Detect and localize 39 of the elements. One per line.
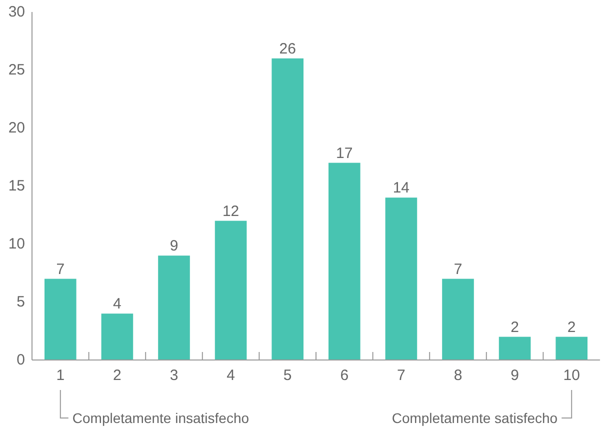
- x-tick-label: 3: [170, 367, 178, 384]
- data-label: 14: [392, 180, 410, 197]
- x-tick-label: 5: [283, 367, 292, 384]
- x-tick-label: 1: [56, 367, 65, 384]
- x-tick-label: 6: [340, 367, 349, 384]
- y-tick-label: 0: [16, 352, 25, 368]
- data-label: 12: [222, 202, 240, 220]
- bar: [442, 278, 474, 360]
- y-tick-label: 5: [16, 294, 25, 310]
- bar: [214, 220, 247, 360]
- x-tick-label: 7: [397, 367, 406, 384]
- bar: [272, 58, 304, 360]
- data-label: 26: [279, 40, 296, 58]
- bar: [328, 162, 360, 360]
- x-tick-label: 8: [454, 367, 462, 384]
- text: Completamente insatisfecho: [72, 410, 250, 426]
- bar: [385, 198, 418, 360]
- data-label: 7: [56, 260, 65, 278]
- bar: [101, 314, 134, 360]
- data-label: 9: [170, 238, 178, 255]
- x-tick-label: 9: [510, 367, 519, 384]
- bar: [556, 336, 588, 360]
- x-tick-label: 10: [563, 367, 580, 384]
- x-tick-label: 2: [113, 367, 122, 384]
- bar: [158, 256, 190, 360]
- data-label: 17: [336, 144, 353, 162]
- y-tick-label: 30: [8, 4, 25, 20]
- y-tick-label: 25: [8, 62, 25, 78]
- bar: [44, 278, 76, 360]
- data-label: 2: [567, 318, 576, 336]
- text: Completamente satisfecho: [392, 410, 558, 426]
- bar: [498, 336, 531, 360]
- y-tick-label: 10: [8, 236, 25, 252]
- y-tick-label: 15: [8, 178, 25, 194]
- y-tick-label: 20: [8, 120, 25, 136]
- x-tick-label: 4: [226, 367, 235, 384]
- data-label: 2: [510, 318, 519, 336]
- data-label: 4: [113, 296, 122, 313]
- data-label: 7: [454, 260, 462, 278]
